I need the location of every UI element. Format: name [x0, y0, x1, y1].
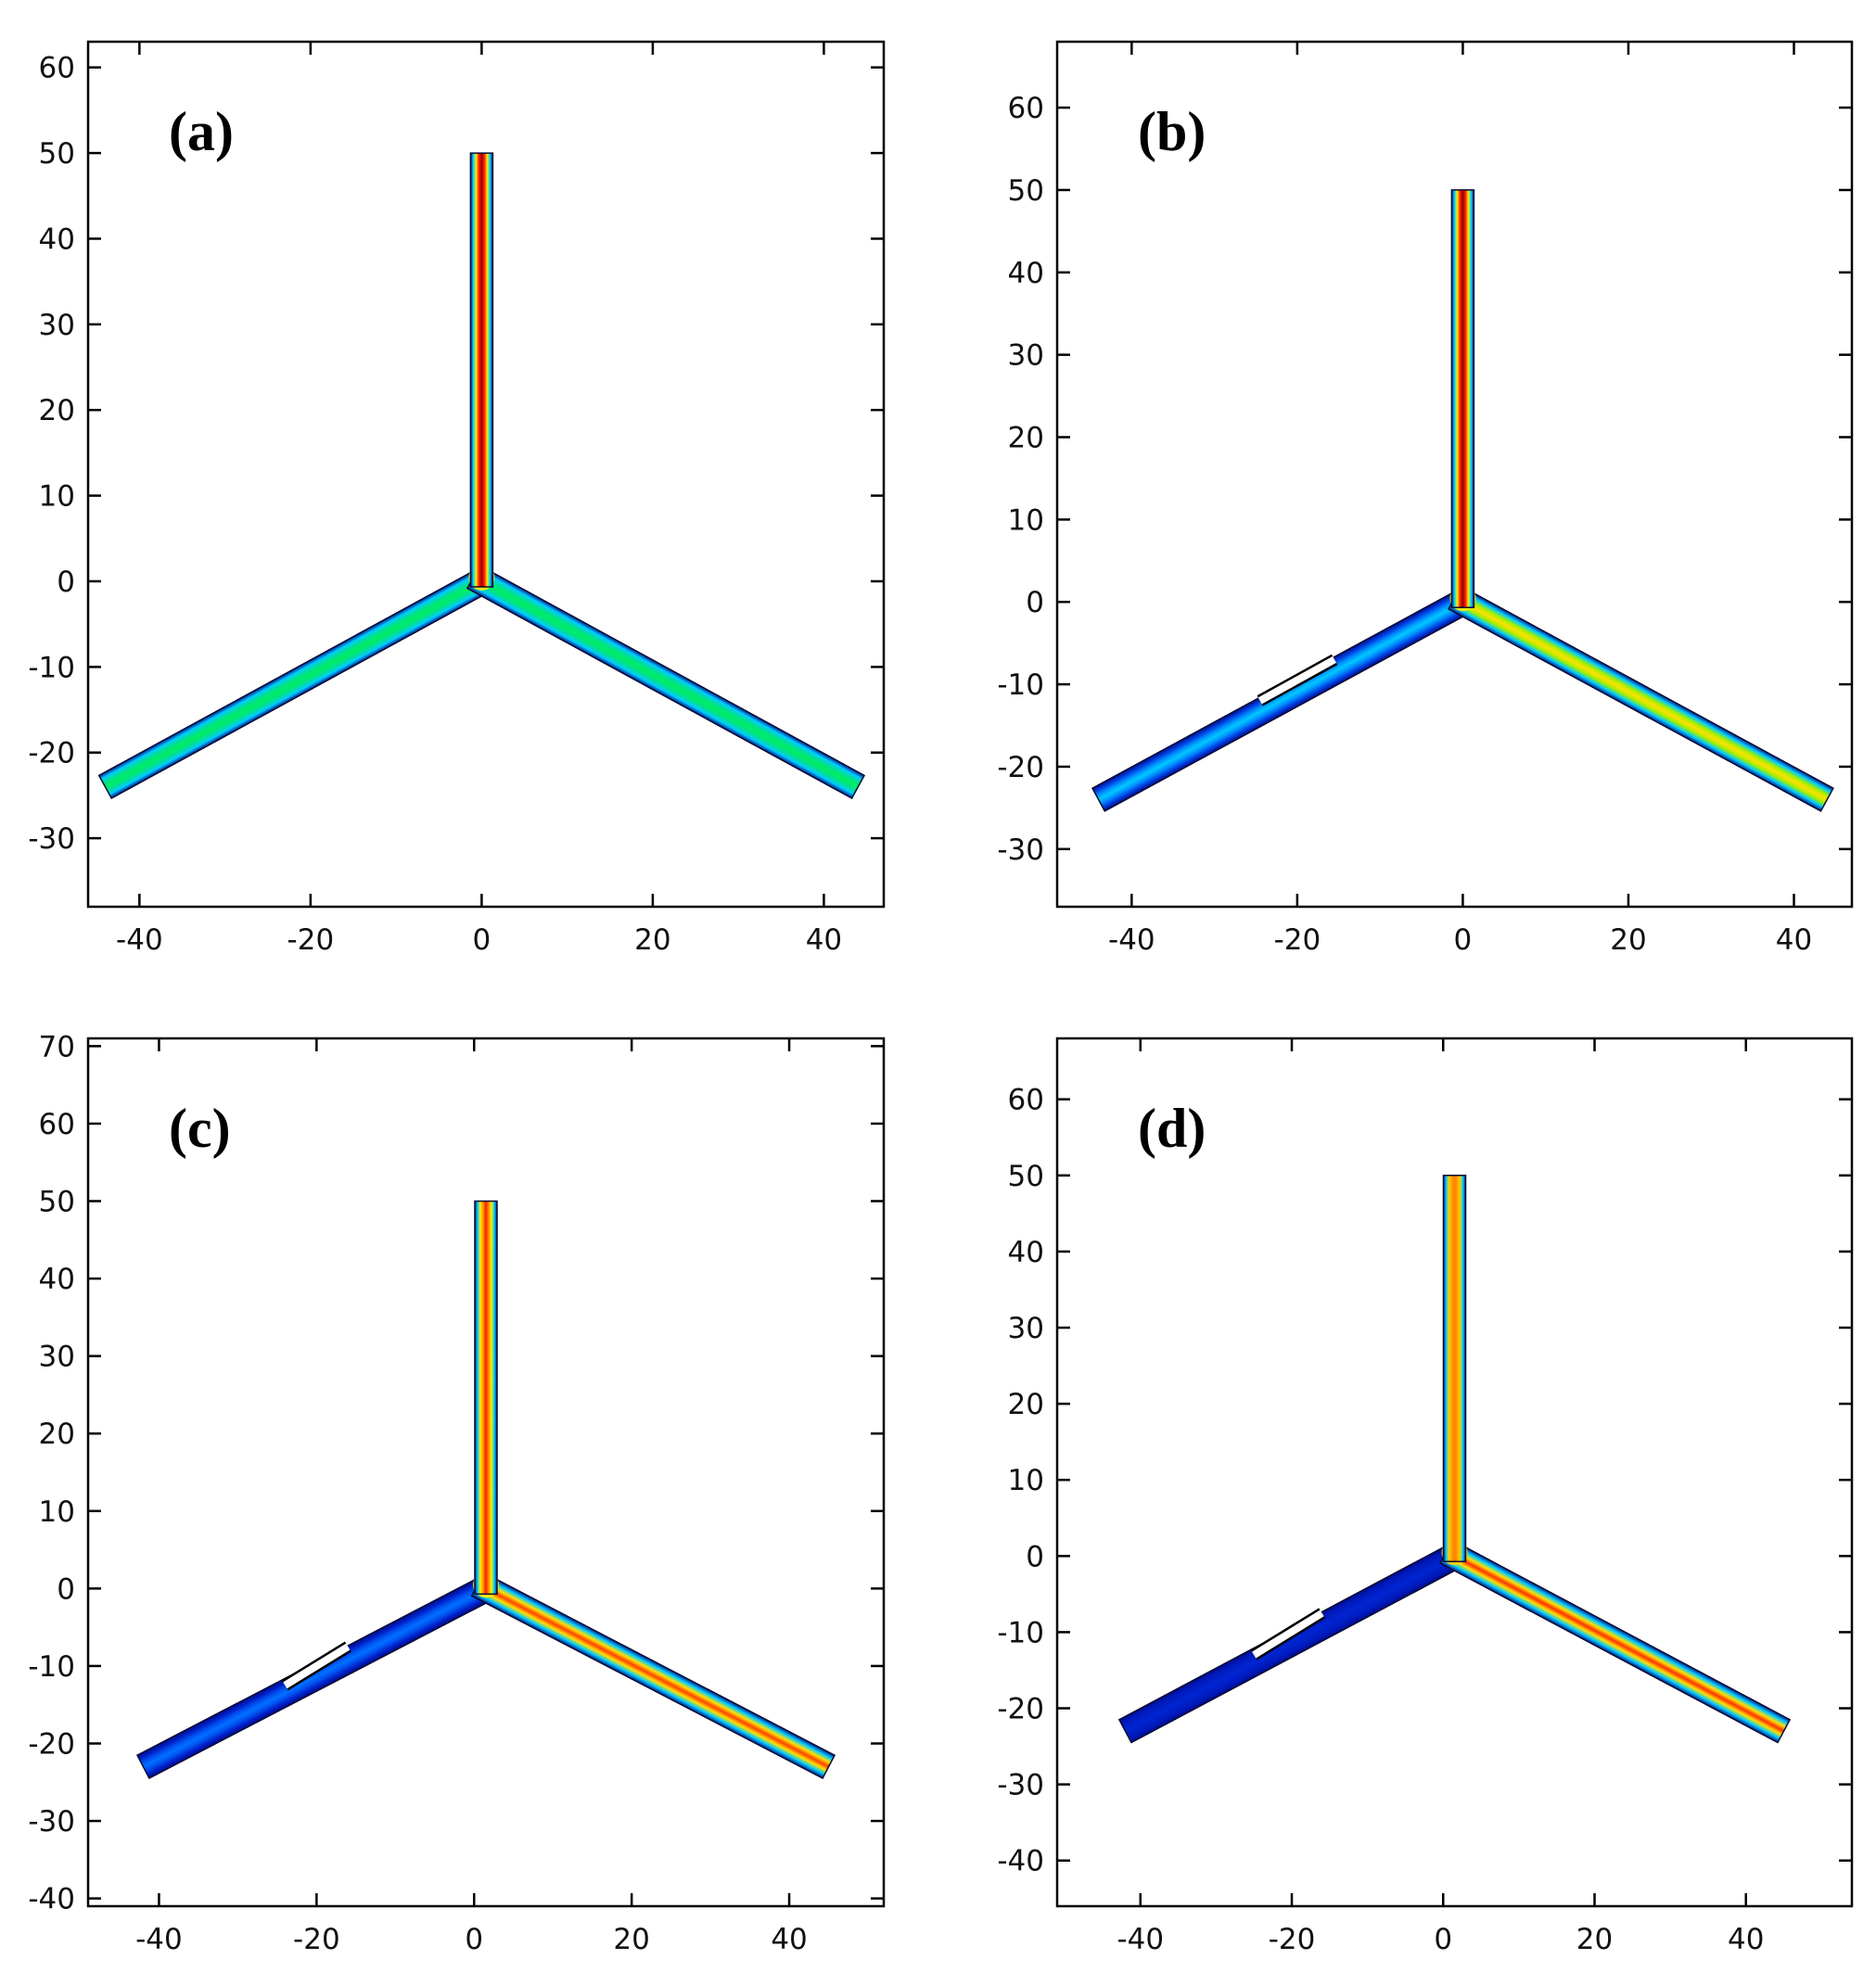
plot-area: [1117, 1175, 1792, 1744]
panel-3: -40 -20 0 20 40 70 60 50 40 30 20 10 0 -10 -20 -30 -40 (c…: [28, 1030, 886, 1956]
y-tick-label: 40: [39, 1263, 75, 1296]
channel-left: [135, 1571, 502, 1780]
y-tick-label: 50: [1008, 1160, 1044, 1193]
x-tick-label: 0: [473, 923, 491, 957]
panel-label: (b): [1138, 101, 1206, 162]
axes-frame: [1055, 40, 1854, 909]
x-tick-label: -20: [287, 923, 335, 957]
y-tick-label: 20: [1008, 1388, 1044, 1421]
y-tick-label: -10: [28, 651, 75, 684]
y-tick-label: 60: [1008, 92, 1044, 125]
plot-area: [1091, 189, 1834, 812]
x-tick-label: 20: [1576, 1923, 1613, 1956]
panel-label: (d): [1138, 1098, 1206, 1159]
y-tick-label: 40: [1008, 1236, 1044, 1269]
x-tick-label: 0: [465, 1923, 483, 1956]
obstacle: [283, 1643, 351, 1689]
y-tick-label: -10: [997, 668, 1044, 702]
x-tick-label: -40: [1108, 923, 1155, 957]
y-tick-label: -40: [997, 1845, 1044, 1878]
plot-area: [135, 1200, 836, 1780]
x-tick-label: 40: [806, 923, 842, 957]
y-tick-label: -10: [997, 1616, 1044, 1649]
x-tick-label: 0: [1434, 1923, 1452, 1956]
panel-2: -40 -20 0 20 40 60 50 40 30 20 10 0 -10 -20 -30 (b): [997, 40, 1854, 957]
channel-right: [470, 1571, 836, 1780]
y-tick-label: -20: [997, 751, 1044, 784]
channel-stem: [469, 152, 494, 588]
x-tick-label: 40: [1776, 923, 1812, 957]
obstacle: [1252, 1610, 1324, 1659]
y-tick-label: 30: [39, 309, 75, 342]
x-tick-label: -40: [135, 1923, 183, 1956]
y-tick-label: -20: [28, 1728, 75, 1762]
y-tick-label: 10: [39, 480, 75, 514]
channel-right: [1447, 585, 1834, 812]
channel-left: [1117, 1539, 1470, 1744]
panel-label: (a): [169, 101, 234, 162]
channel-stem: [1442, 1175, 1467, 1563]
y-tick-label: -20: [28, 737, 75, 770]
x-tick-label: -20: [1274, 923, 1321, 957]
y-tick-label: -30: [997, 1769, 1044, 1802]
y-tick-label: 60: [39, 52, 75, 85]
x-tick-label: 40: [771, 1923, 807, 1956]
y-tick-label: -30: [28, 1805, 75, 1839]
y-tick-label: 50: [39, 137, 75, 171]
channel-right: [466, 564, 866, 800]
y-tick-label: 30: [39, 1341, 75, 1374]
y-tick-label: 0: [1026, 1540, 1044, 1573]
y-tick-label: 40: [1008, 257, 1044, 290]
x-tick-label: 20: [1610, 923, 1646, 957]
x-tick-label: -20: [1269, 1923, 1316, 1956]
y-tick-label: 0: [1026, 586, 1044, 619]
y-tick-label: 10: [39, 1495, 75, 1529]
y-tick-label: 10: [1008, 503, 1044, 537]
y-tick-label: -30: [997, 833, 1044, 867]
y-tick-label: 0: [57, 1572, 75, 1606]
x-tick-label: 20: [634, 923, 670, 957]
y-tick-label: 60: [1008, 1084, 1044, 1117]
y-tick-label: -20: [997, 1693, 1044, 1726]
x-tick-label: -40: [116, 923, 163, 957]
y-tick-label: 0: [57, 566, 75, 599]
y-tick-label: 30: [1008, 339, 1044, 373]
y-tick-label: 50: [1008, 174, 1044, 208]
x-tick-label: -20: [293, 1923, 340, 1956]
x-tick-label: -40: [1117, 1923, 1164, 1956]
y-tick-label: 30: [1008, 1312, 1044, 1345]
axes-frame: [1055, 1037, 1854, 1908]
channel-right: [1439, 1539, 1792, 1744]
channel-left: [97, 564, 497, 800]
axes-frame: [86, 1037, 886, 1908]
panel-label: (c): [169, 1098, 231, 1159]
y-tick-label: 70: [39, 1030, 75, 1063]
y-tick-label: 20: [39, 1418, 75, 1451]
plot-area: [97, 152, 866, 800]
y-tick-label: 20: [39, 394, 75, 427]
x-tick-label: 0: [1454, 923, 1473, 957]
y-tick-label: 60: [39, 1108, 75, 1141]
axes-frame: [86, 40, 886, 909]
y-tick-label: -10: [28, 1650, 75, 1684]
y-tick-label: 10: [1008, 1464, 1044, 1497]
y-tick-label: -40: [28, 1883, 75, 1916]
y-tick-label: 50: [39, 1186, 75, 1219]
y-tick-label: -30: [28, 822, 75, 856]
obstacle: [1257, 655, 1336, 705]
x-tick-label: 40: [1728, 1923, 1764, 1956]
x-tick-label: 20: [613, 1923, 649, 1956]
channel-stem: [1450, 189, 1475, 608]
channel-stem: [474, 1200, 498, 1596]
y-tick-label: 20: [1008, 422, 1044, 455]
y-tick-label: 40: [39, 223, 75, 256]
panel-4: -40 -20 0 20 40 60 50 40 30 20 10 0 -10 -20 -30 -40 (d): [997, 1037, 1854, 1956]
channel-left: [1091, 585, 1478, 812]
panel-1: -40 -20 0 20 40 60 50 40 30 20 10 0 -10 -20 -30 (a): [28, 40, 886, 957]
